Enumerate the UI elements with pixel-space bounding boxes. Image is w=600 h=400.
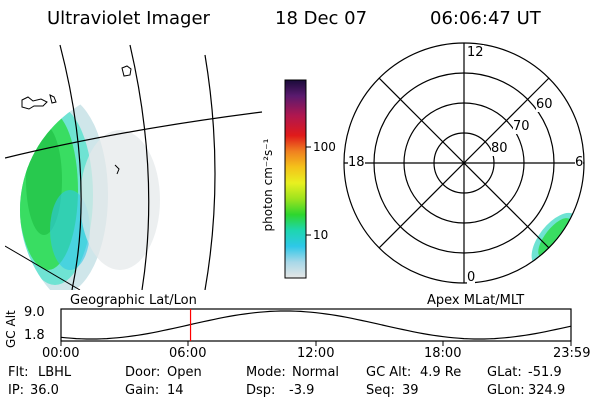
mlt-label-6: 6	[575, 155, 584, 170]
polar-emission-core	[538, 218, 572, 258]
instrument-title: Ultraviolet Imager	[47, 8, 210, 29]
door-value: Open	[167, 365, 202, 380]
coastline	[49, 94, 57, 104]
mlat-label-80: 80	[491, 141, 508, 156]
gain-value: 14	[167, 383, 184, 398]
mlat-label-70: 70	[513, 119, 530, 134]
emission-peak	[26, 125, 62, 235]
gc-x-tick-label: 12:00	[297, 346, 335, 361]
polar-panel-label: Apex MLat/MLT	[427, 293, 525, 308]
filter-key: Flt:	[8, 365, 29, 380]
mlt-label-18: 18	[348, 155, 365, 170]
mlt-label-12: 12	[467, 45, 484, 60]
date-label: 18 Dec 07	[275, 8, 368, 29]
time-label: 06:06:47 UT	[430, 8, 541, 29]
dsp-value: -3.9	[289, 383, 315, 398]
gc-plot-frame	[60, 308, 572, 342]
dsp-key: Dsp:	[246, 383, 276, 398]
colorbar-tick-label-10: 10	[313, 228, 329, 242]
ip-key: IP:	[8, 383, 25, 398]
coastline	[121, 65, 132, 77]
meridian-line	[204, 54, 216, 290]
meridian-line	[129, 44, 150, 290]
coastline	[21, 96, 48, 110]
gc-altitude-trace	[60, 310, 572, 340]
door-key: Door:	[125, 365, 161, 380]
colorbar-tick-label-100: 100	[313, 140, 336, 154]
latitude-line	[5, 111, 263, 159]
glon-key: GLon:	[487, 383, 525, 398]
mode-key: Mode:	[246, 365, 286, 380]
background-speckle	[80, 130, 160, 270]
gc-x-tick-label: 06:00	[169, 346, 207, 361]
mlt-label-0: 0	[467, 270, 476, 285]
gain-key: Gain:	[125, 383, 160, 398]
polar-axis-diagonal	[378, 77, 550, 249]
ip-value: 36.0	[30, 383, 59, 398]
gc-x-tick-label: 00:00	[42, 346, 80, 361]
gcalt-key: GC Alt:	[366, 365, 412, 380]
glon-value: 324.9	[528, 383, 566, 398]
gc-y-tick-label-max: 9.0	[24, 305, 45, 320]
filter-value: LBHL	[38, 365, 72, 380]
seq-value: 39	[402, 383, 419, 398]
meridian-line	[59, 44, 82, 290]
mlat-label-60: 60	[536, 97, 553, 112]
gc-x-tick-label: 23:59	[553, 346, 591, 361]
mode-value: Normal	[292, 365, 340, 380]
glat-key: GLat:	[487, 365, 522, 380]
gc-axis-label: GC Alt	[4, 310, 18, 348]
limb-line	[5, 245, 81, 290]
colorbar-scale	[284, 79, 307, 279]
geo-panel-label: Geographic Lat/Lon	[70, 293, 197, 308]
gc-y-tick-label-min: 1.8	[24, 328, 45, 343]
gc-x-tick-label: 18:00	[424, 346, 462, 361]
coastline	[114, 164, 120, 175]
gcalt-value: 4.9 Re	[420, 365, 462, 380]
glat-value: -51.9	[528, 365, 562, 380]
seq-key: Seq:	[366, 383, 395, 398]
emission-edge	[50, 190, 90, 270]
